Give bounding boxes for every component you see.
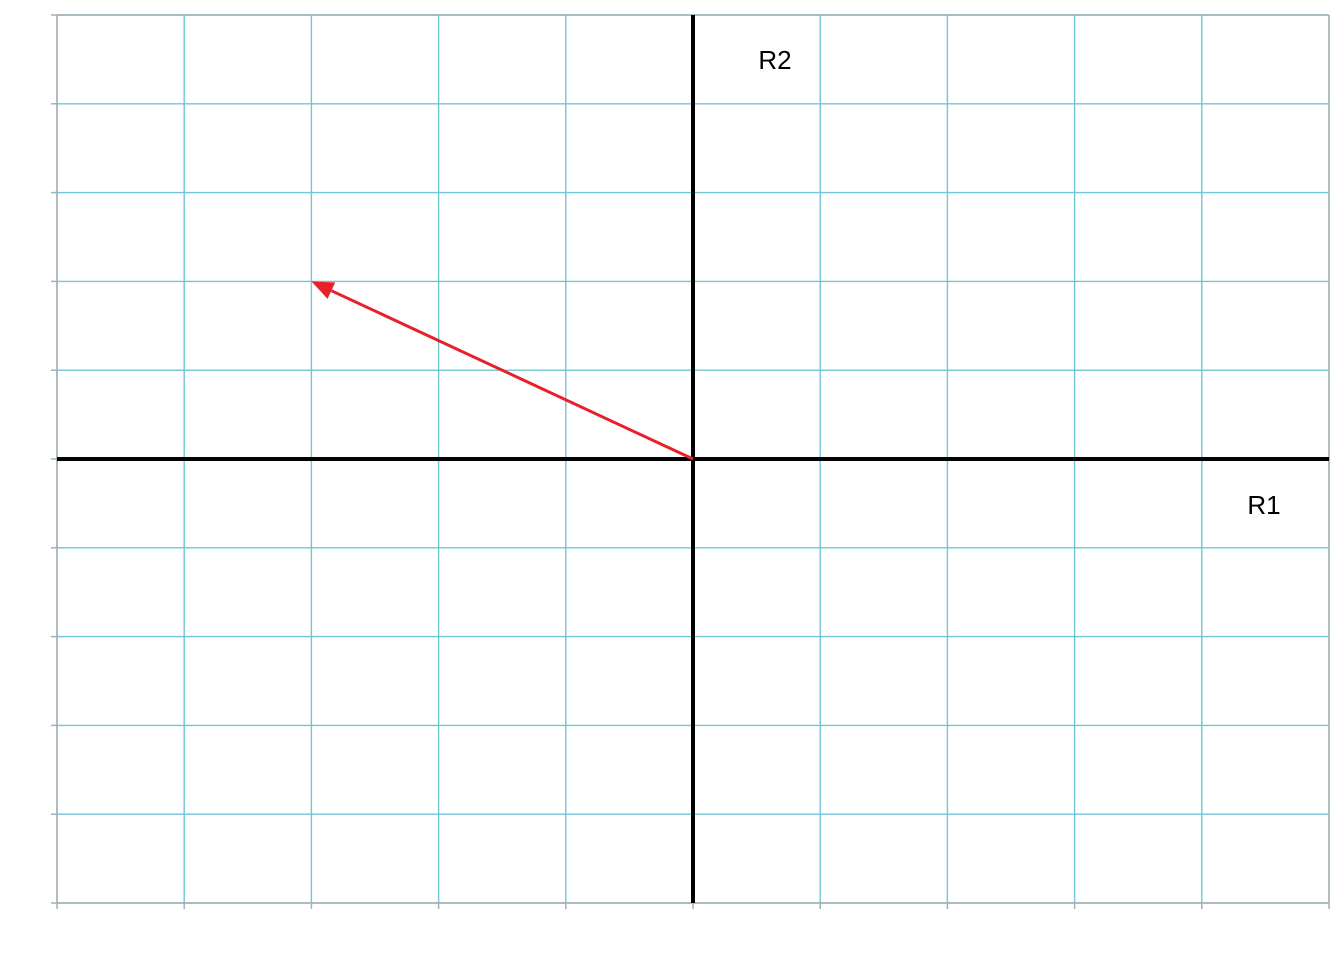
y-axis-label: R2	[758, 45, 791, 75]
vector-arrowhead	[311, 281, 336, 299]
vectors	[311, 281, 694, 461]
x-axis-label: R1	[1247, 490, 1280, 520]
tick-marks	[51, 14, 1330, 909]
vector-shaft	[330, 289, 694, 461]
